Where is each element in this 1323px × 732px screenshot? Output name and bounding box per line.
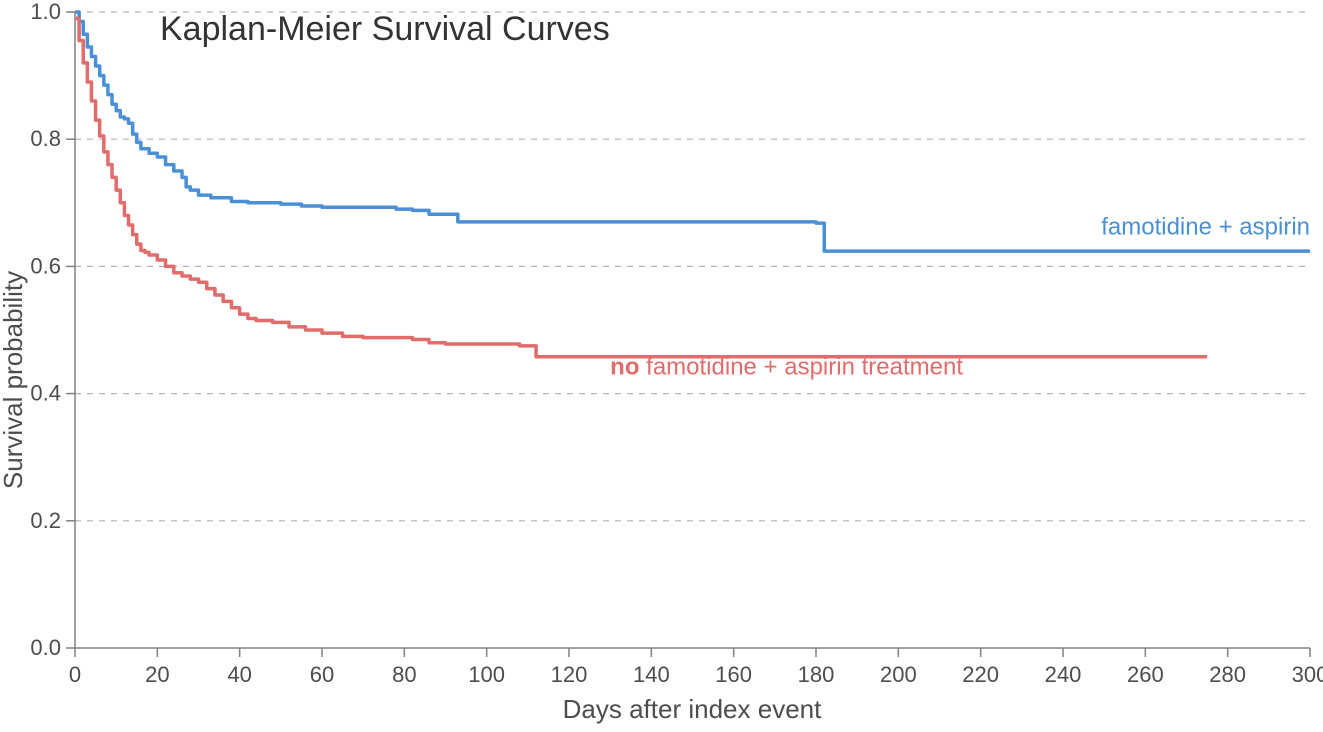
x-tick-label: 160 bbox=[715, 662, 752, 687]
x-tick-label: 280 bbox=[1209, 662, 1246, 687]
y-tick-label: 0.0 bbox=[30, 635, 61, 660]
series bbox=[75, 12, 1310, 357]
series-label-famotidine_aspirin: famotidine + aspirin bbox=[1101, 214, 1310, 241]
y-tick-label: 1.0 bbox=[30, 0, 61, 24]
x-ticks: 0 20 40 60 80 100 120 140 160 180 200 220 240 260 280 3… bbox=[69, 648, 1323, 687]
x-tick-label: 60 bbox=[310, 662, 334, 687]
chart-title: Kaplan-Meier Survival Curves bbox=[160, 10, 610, 48]
axes bbox=[75, 12, 1310, 648]
y-tick-label: 0.6 bbox=[30, 253, 61, 278]
y-tick-label: 0.2 bbox=[30, 508, 61, 533]
km-chart: Kaplan-Meier Survival Curves Survival pr… bbox=[0, 0, 1323, 732]
x-tick-label: 220 bbox=[962, 662, 999, 687]
x-tick-label: 40 bbox=[227, 662, 251, 687]
x-tick-label: 0 bbox=[69, 662, 81, 687]
x-tick-label: 140 bbox=[633, 662, 670, 687]
y-tick-label: 0.4 bbox=[30, 381, 61, 406]
chart-svg: Kaplan-Meier Survival Curves Survival pr… bbox=[0, 0, 1323, 732]
y-tick-label: 0.8 bbox=[30, 126, 61, 151]
y-axis-label: Survival probability bbox=[0, 271, 28, 489]
series-no_famotidine_aspirin bbox=[75, 18, 1207, 356]
x-tick-label: 260 bbox=[1127, 662, 1164, 687]
x-tick-label: 100 bbox=[468, 662, 505, 687]
x-tick-label: 20 bbox=[145, 662, 169, 687]
grid bbox=[75, 12, 1310, 521]
x-tick-label: 240 bbox=[1045, 662, 1082, 687]
x-axis-label: Days after index event bbox=[563, 694, 822, 724]
x-tick-label: 200 bbox=[880, 662, 917, 687]
x-tick-label: 120 bbox=[551, 662, 588, 687]
x-tick-label: 180 bbox=[798, 662, 835, 687]
series-label-no_famotidine_aspirin: no famotidine + aspirin treatment bbox=[610, 354, 963, 381]
y-ticks: 0.0 0.2 0.4 0.6 0.8 1.0 bbox=[30, 0, 75, 660]
x-tick-label: 80 bbox=[392, 662, 416, 687]
x-tick-label: 300 bbox=[1292, 662, 1323, 687]
